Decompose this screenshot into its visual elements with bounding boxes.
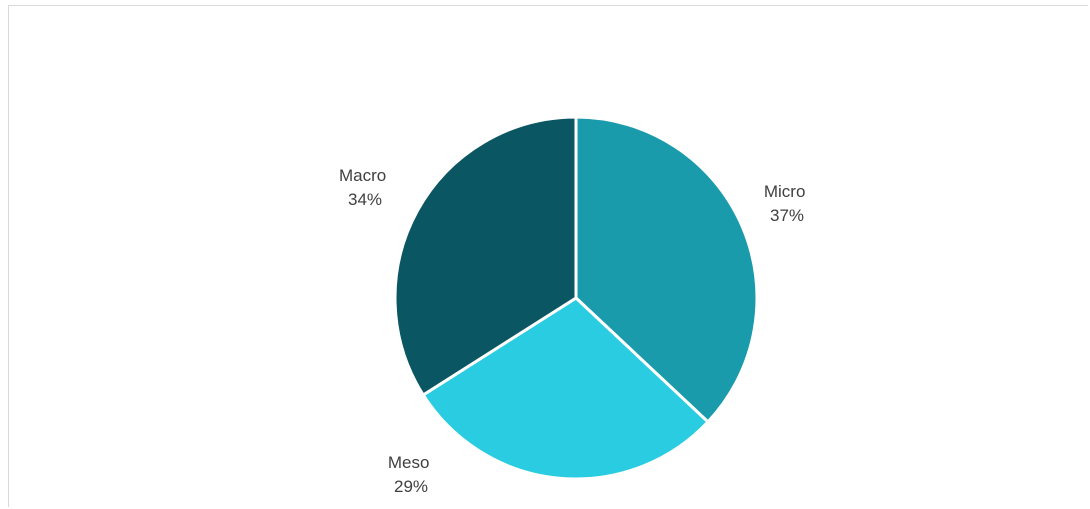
- pie-slice-micro: [574, 115, 759, 424]
- pie-slice-meso: [421, 296, 710, 481]
- slice-label-micro: Micro 37%: [764, 182, 810, 225]
- slice-labels: Micro 37% Meso 29% Macro 34%: [339, 166, 810, 496]
- slice-label-macro: Macro 34%: [339, 166, 391, 209]
- slice-label-meso: Meso 29%: [388, 453, 434, 496]
- pie-slice-macro: [393, 115, 578, 397]
- pie-slices: [393, 115, 759, 481]
